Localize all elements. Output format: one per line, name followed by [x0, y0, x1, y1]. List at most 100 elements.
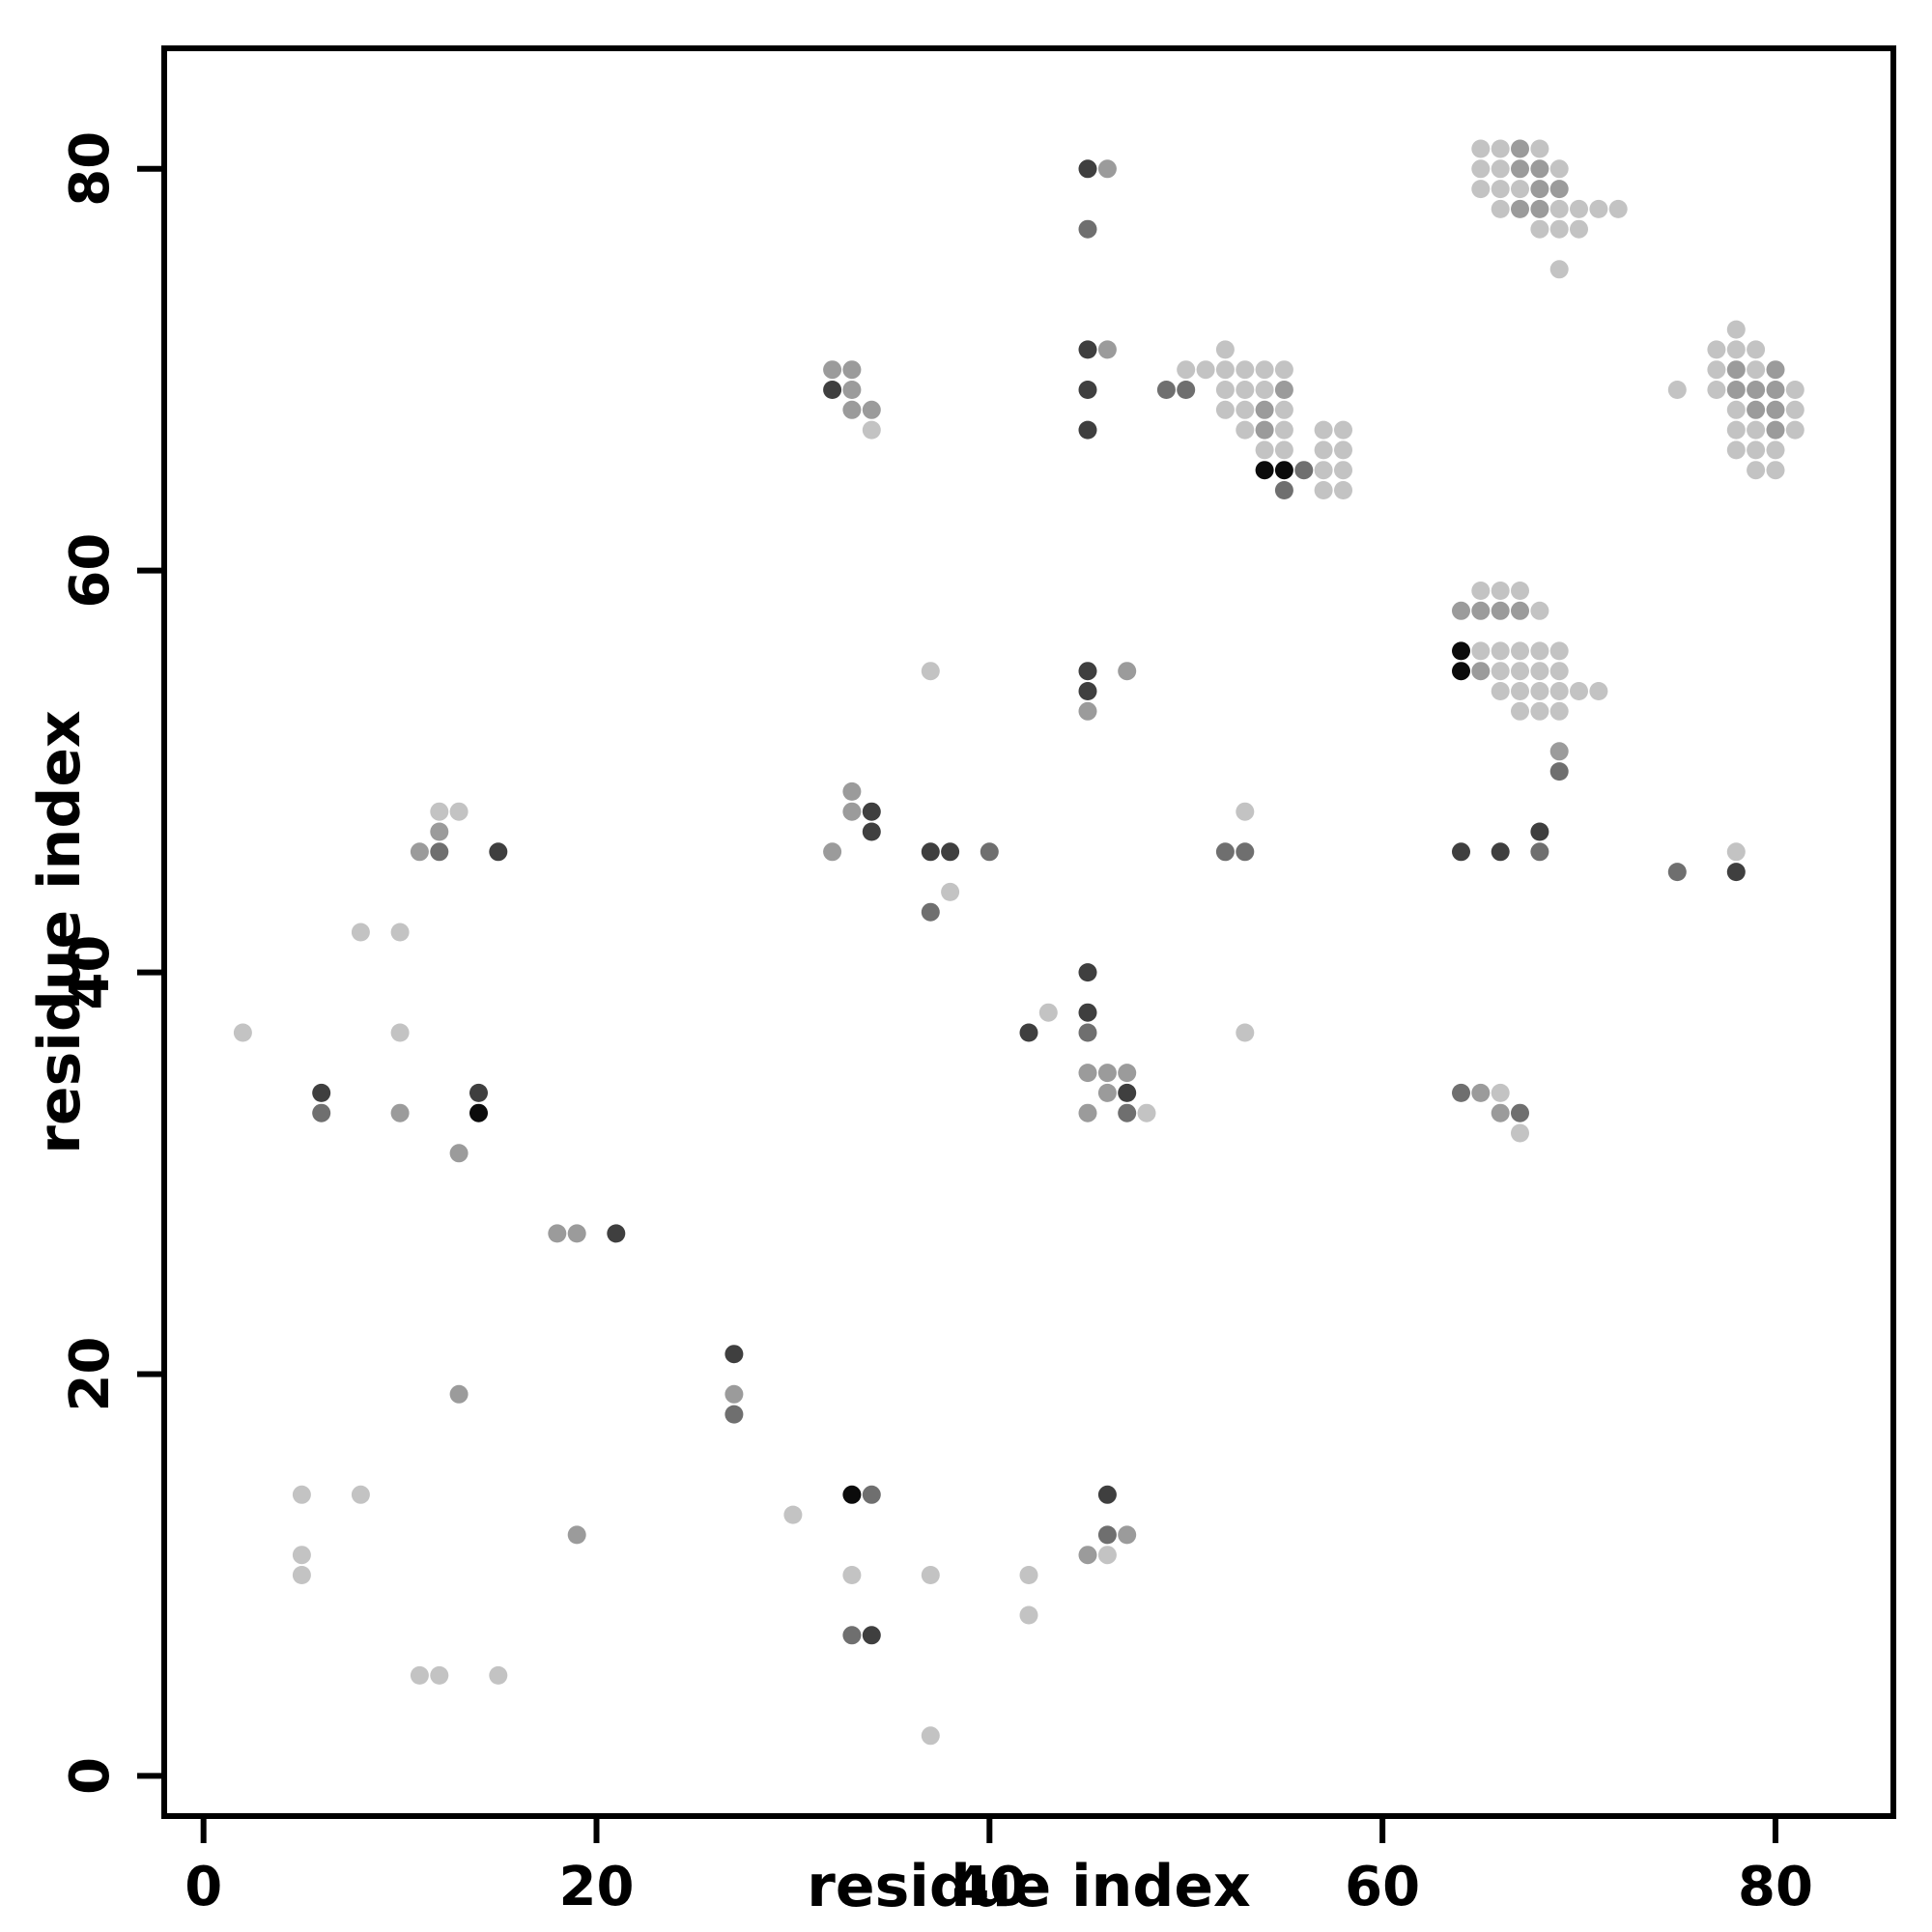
data-point	[1255, 440, 1274, 460]
data-point	[489, 1665, 508, 1685]
data-point	[548, 1224, 567, 1243]
data-point	[1726, 320, 1746, 339]
data-point	[1747, 340, 1766, 359]
data-point	[724, 1345, 744, 1364]
data-point	[1471, 641, 1491, 661]
data-point	[1726, 340, 1746, 359]
data-point	[1549, 159, 1569, 179]
data-point	[1726, 842, 1746, 862]
data-point	[1511, 582, 1529, 600]
data-point	[941, 882, 960, 901]
data-point	[430, 842, 449, 862]
data-point	[1530, 842, 1549, 862]
data-point	[312, 1083, 331, 1102]
data-point	[1511, 159, 1529, 179]
x-tick-label: 80	[1738, 1856, 1813, 1918]
data-point	[1766, 381, 1785, 399]
data-point	[921, 842, 940, 862]
data-point	[1156, 381, 1176, 399]
data-point	[1530, 822, 1549, 841]
data-point	[842, 781, 862, 801]
data-point	[567, 1224, 586, 1243]
data-point	[1530, 139, 1549, 158]
data-point	[1452, 662, 1470, 681]
data-point	[1078, 159, 1097, 179]
data-point	[1215, 400, 1235, 419]
data-point	[1078, 701, 1097, 721]
data-point	[1274, 381, 1293, 399]
data-point	[1471, 1083, 1491, 1102]
data-point	[1274, 400, 1293, 419]
y-tick-label: 20	[59, 1337, 122, 1412]
data-point	[1019, 1566, 1038, 1584]
data-point	[1274, 481, 1293, 499]
data-point	[1491, 662, 1510, 681]
data-point	[1530, 159, 1549, 179]
data-point	[1549, 219, 1569, 239]
data-point	[1549, 682, 1569, 700]
data-point	[1570, 682, 1588, 700]
data-point	[489, 842, 508, 862]
data-point	[1236, 400, 1255, 419]
data-point	[980, 842, 999, 862]
data-point	[1589, 682, 1608, 700]
data-point	[1491, 1103, 1510, 1122]
data-point	[862, 400, 881, 419]
data-point	[1747, 381, 1766, 399]
data-point	[567, 1525, 586, 1545]
data-point	[1511, 199, 1529, 218]
data-point	[1215, 381, 1235, 399]
data-point	[351, 1485, 370, 1504]
data-point	[1314, 481, 1333, 499]
data-point	[842, 400, 862, 419]
y-tick-label: 40	[59, 935, 122, 1010]
data-point	[1118, 1064, 1137, 1083]
x-tick-label: 60	[1345, 1856, 1420, 1918]
data-point	[1118, 1083, 1137, 1102]
data-point	[1294, 461, 1314, 480]
data-point	[1236, 360, 1255, 380]
data-point	[1511, 1123, 1529, 1143]
plot-box	[161, 45, 1896, 1819]
data-point	[1471, 601, 1491, 620]
data-point	[1078, 1064, 1097, 1083]
data-point	[1726, 863, 1746, 882]
data-point	[862, 822, 881, 841]
data-point	[1530, 682, 1549, 700]
data-point	[1118, 662, 1137, 681]
data-point	[1726, 420, 1746, 440]
data-point	[390, 1103, 410, 1122]
data-point	[1530, 641, 1549, 661]
data-point	[312, 1103, 331, 1122]
data-point	[1078, 340, 1097, 359]
y-tick-label: 80	[59, 131, 122, 207]
data-point	[1471, 180, 1491, 199]
data-point	[1747, 440, 1766, 460]
data-point	[1255, 400, 1274, 419]
data-point	[1667, 863, 1687, 882]
data-point	[823, 842, 842, 862]
data-point	[1097, 340, 1117, 359]
data-point	[1549, 662, 1569, 681]
data-point	[390, 1023, 410, 1042]
data-point	[1118, 1103, 1137, 1122]
data-point	[430, 802, 449, 821]
data-point	[921, 1726, 940, 1746]
data-point	[1785, 420, 1804, 440]
data-point	[1471, 582, 1491, 600]
data-point	[823, 360, 842, 380]
data-point	[1726, 360, 1746, 380]
data-point	[1511, 1103, 1529, 1122]
data-point	[1274, 440, 1293, 460]
data-point	[1747, 420, 1766, 440]
data-point	[233, 1023, 252, 1042]
data-point	[1097, 1485, 1117, 1504]
data-point	[1452, 1083, 1470, 1102]
data-point	[842, 381, 862, 399]
data-point	[1530, 701, 1549, 721]
data-point	[1019, 1605, 1038, 1625]
data-point	[842, 1566, 862, 1584]
data-point	[1078, 1003, 1097, 1022]
data-point	[921, 902, 940, 922]
